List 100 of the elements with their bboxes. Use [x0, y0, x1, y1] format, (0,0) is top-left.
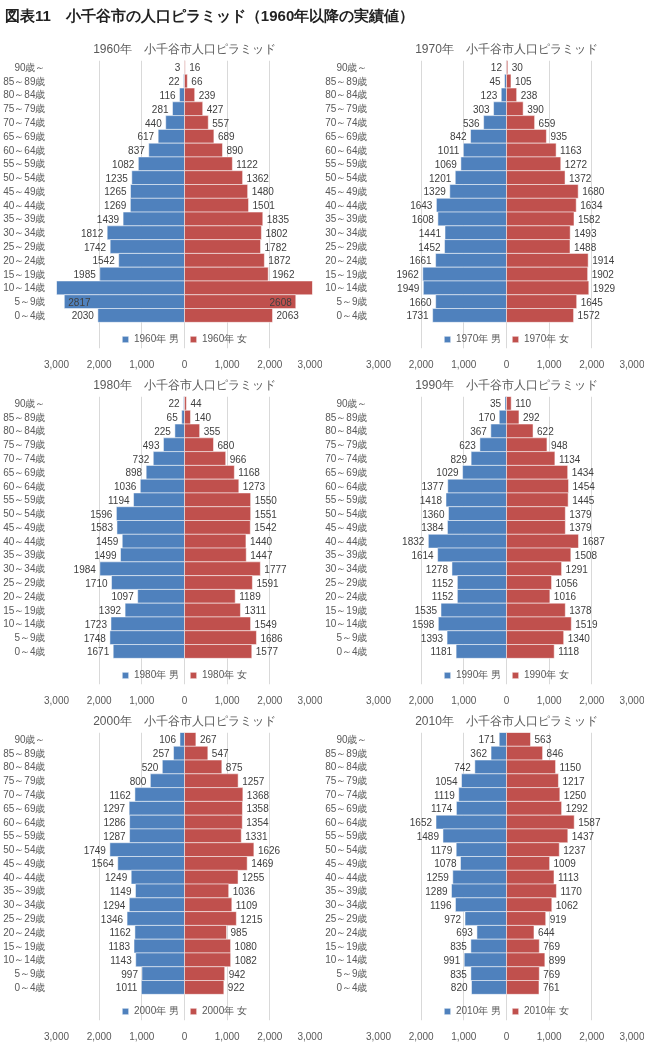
x-tick-label: 1,000	[129, 358, 155, 370]
data-label: 1331	[245, 830, 268, 842]
data-label: 1152	[431, 577, 454, 589]
y-tick-label: 35～39歳	[3, 885, 46, 897]
data-label: 65	[166, 412, 179, 424]
data-label: 1598	[412, 618, 435, 630]
y-tick-label: 70～74歳	[3, 117, 46, 129]
data-label: 1835	[266, 213, 290, 225]
data-label: 1488	[573, 241, 597, 253]
data-label: 820	[450, 982, 468, 994]
y-tick-label: 50～54歳	[325, 508, 368, 520]
y-tick-label: 75～79歳	[325, 439, 368, 451]
data-label: 30	[511, 62, 524, 74]
data-label: 1196	[429, 899, 452, 911]
data-label: 1378	[569, 605, 592, 617]
y-tick-label: 75～79歳	[3, 439, 46, 451]
y-tick-label: 60～64歳	[325, 144, 368, 156]
y-tick-label: 90歳～	[14, 733, 46, 745]
data-label: 1572	[577, 310, 601, 322]
y-tick-label: 85～89歳	[325, 75, 368, 87]
data-label: 22	[168, 398, 180, 410]
x-tick-label: 2,000	[257, 358, 283, 370]
data-label: 1661	[409, 255, 433, 267]
data-label: 942	[228, 968, 246, 980]
data-label: 1122	[236, 158, 259, 170]
data-label: 1029	[436, 467, 460, 479]
y-tick-label: 60～64歳	[325, 480, 368, 492]
y-tick-label: 15～19歳	[3, 940, 46, 952]
data-label: 1591	[256, 577, 280, 589]
data-label: 1152	[431, 591, 454, 603]
y-tick-label: 5～9歳	[336, 632, 368, 644]
data-label: 617	[137, 131, 155, 143]
data-label: 355	[203, 425, 221, 437]
data-label: 835	[450, 941, 468, 953]
y-tick-label: 5～9歳	[336, 968, 368, 980]
data-label: 1294	[103, 899, 126, 911]
y-tick-label: 85～89歳	[325, 747, 368, 759]
data-label: 3	[174, 62, 181, 74]
x-tick-label: 3,000	[297, 358, 323, 370]
y-tick-label: 75～79歳	[3, 103, 46, 115]
data-label: 536	[462, 117, 481, 129]
data-label: 1235	[105, 172, 129, 184]
data-label: 1723	[84, 618, 108, 630]
y-tick-label: 10～14歳	[3, 618, 46, 630]
data-label: 1340	[567, 632, 591, 644]
x-tick-label: 3,000	[297, 1030, 323, 1042]
y-tick-label: 30～34歳	[325, 563, 368, 575]
x-tick-label: 3,000	[43, 358, 70, 370]
data-label: 1054	[435, 775, 458, 787]
data-label: 35	[489, 398, 502, 410]
y-tick-label: 25～29歳	[325, 913, 368, 925]
y-tick-label: 55～59歳	[3, 158, 46, 170]
data-label: 257	[152, 748, 170, 760]
y-tick-label: 35～39歳	[3, 213, 46, 225]
y-tick-label: 45～49歳	[3, 185, 46, 197]
y-tick-label: 65～69歳	[3, 130, 46, 142]
data-label: 919	[549, 913, 567, 925]
y-tick-label: 15～19歳	[3, 604, 46, 616]
x-tick-label: 1,000	[451, 1030, 477, 1042]
data-label: 1143	[110, 954, 133, 966]
data-label: 1237	[563, 844, 586, 856]
x-tick-label: 3,000	[43, 1030, 70, 1042]
data-label: 1583	[90, 522, 114, 534]
data-label: 1384	[421, 522, 444, 534]
y-tick-label: 90歳～	[14, 397, 46, 409]
data-label: 1447	[250, 549, 273, 561]
x-tick-label: 2,000	[408, 694, 435, 706]
data-label: 1949	[397, 282, 420, 294]
data-label: 1097	[111, 591, 135, 603]
data-label: 2817	[68, 296, 91, 308]
y-tick-label: 0～4歳	[14, 981, 46, 993]
data-label: 45	[489, 76, 502, 88]
legend-label: 2010年 男	[455, 1004, 501, 1018]
data-label: 1452	[418, 241, 441, 253]
y-tick-label: 60～64歳	[3, 480, 46, 492]
data-label: 1608	[411, 213, 435, 225]
y-tick-label: 0～4歳	[14, 309, 46, 321]
y-tick-label: 20～24歳	[325, 926, 368, 938]
data-label: 1564	[91, 858, 115, 870]
data-label: 563	[534, 734, 552, 746]
data-label: 800	[129, 775, 147, 787]
y-tick-label: 35～39歳	[325, 885, 368, 897]
data-label: 140	[194, 412, 212, 424]
data-label: 1577	[255, 646, 279, 658]
data-label: 1680	[582, 186, 605, 198]
data-label: 1392	[98, 605, 122, 617]
y-tick-label: 10～14歳	[3, 954, 46, 966]
data-label: 239	[198, 89, 216, 101]
data-label: 1914	[592, 255, 615, 267]
data-label: 1634	[580, 200, 603, 212]
y-tick-label: 20～24歳	[3, 926, 46, 938]
data-label: 1113	[557, 872, 580, 884]
y-tick-label: 15～19歳	[325, 604, 368, 616]
y-tick-label: 10～14歳	[325, 618, 368, 630]
data-label: 557	[212, 117, 230, 129]
data-label: 1489	[416, 830, 440, 842]
y-tick-label: 85～89歳	[325, 411, 368, 423]
data-label: 1626	[257, 844, 281, 856]
data-label: 1551	[254, 508, 278, 520]
data-label: 1292	[565, 803, 589, 815]
